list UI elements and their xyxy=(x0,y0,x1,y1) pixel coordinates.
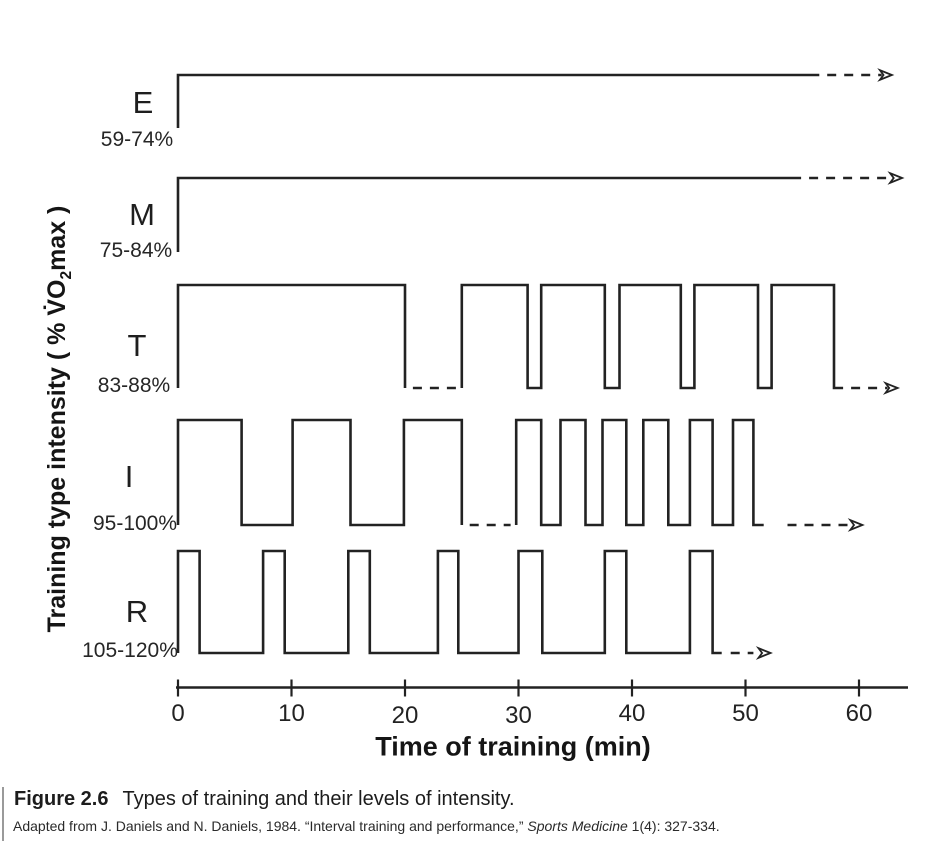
attribution-suffix: 1(4): 327-334. xyxy=(627,818,720,834)
x-tick-50: 50 xyxy=(732,700,759,727)
figure-number: Figure 2.6 xyxy=(14,788,109,810)
series-T-solid xyxy=(176,283,407,388)
attribution-prefix: Adapted from J. Daniels and N. Daniels, … xyxy=(13,818,528,834)
series-I-solid xyxy=(514,418,764,527)
x-axis-title: Time of training (min) xyxy=(375,731,651,762)
row-intensity-E: 59-74% xyxy=(100,128,174,151)
series-M-solid xyxy=(176,176,802,252)
training-chart-canvas xyxy=(176,68,908,697)
row-label-T: T xyxy=(127,328,147,363)
caption-left-rule xyxy=(2,787,4,841)
row-intensity-M: 75-84% xyxy=(99,239,173,262)
series-I-solid xyxy=(176,418,464,527)
row-label-M: M xyxy=(129,197,155,232)
row-intensity-T: 83-88% xyxy=(97,374,171,397)
y-axis-title: Training type intensity ( % V̇O2max ) xyxy=(43,139,75,699)
series-T-solid xyxy=(460,283,844,390)
training-intensity-chart: Training type intensity ( % V̇O2max ) E … xyxy=(43,68,908,762)
arrow-icon-T xyxy=(882,381,901,395)
y-axis-title-post: max ) xyxy=(43,205,71,271)
row-intensity-I: 95-100% xyxy=(92,512,178,535)
figure-caption: Figure 2.6 Types of training and their le… xyxy=(14,788,515,811)
y-axis-title-pre: Training type intensity ( % V̇O xyxy=(43,279,71,633)
x-tick-30: 30 xyxy=(505,702,532,729)
x-tick-10: 10 xyxy=(278,700,305,727)
arrow-icon-I xyxy=(847,518,865,532)
row-label-E: E xyxy=(132,85,154,120)
arrow-icon-M xyxy=(887,171,905,185)
attribution-journal: Sports Medicine xyxy=(527,818,628,834)
x-tick-60: 60 xyxy=(845,700,873,727)
y-axis-title-subscript: 2 xyxy=(58,270,75,280)
row-intensity-R: 105-120% xyxy=(82,639,178,662)
x-tick-0: 0 xyxy=(171,700,185,727)
figure-attribution: Adapted from J. Daniels and N. Daniels, … xyxy=(13,818,720,834)
row-label-I: I xyxy=(124,459,134,494)
arrow-icon-E xyxy=(877,68,895,82)
x-tick-20: 20 xyxy=(391,702,419,729)
figure-caption-text: Types of training and their levels of in… xyxy=(122,788,515,810)
series-R-solid xyxy=(176,549,722,655)
x-tick-40: 40 xyxy=(618,700,646,727)
figure-caption-block: Figure 2.6 Types of training and their le… xyxy=(0,780,934,859)
row-label-R: R xyxy=(125,594,149,629)
arrow-icon-R xyxy=(755,646,773,660)
series-E-solid xyxy=(176,73,820,128)
